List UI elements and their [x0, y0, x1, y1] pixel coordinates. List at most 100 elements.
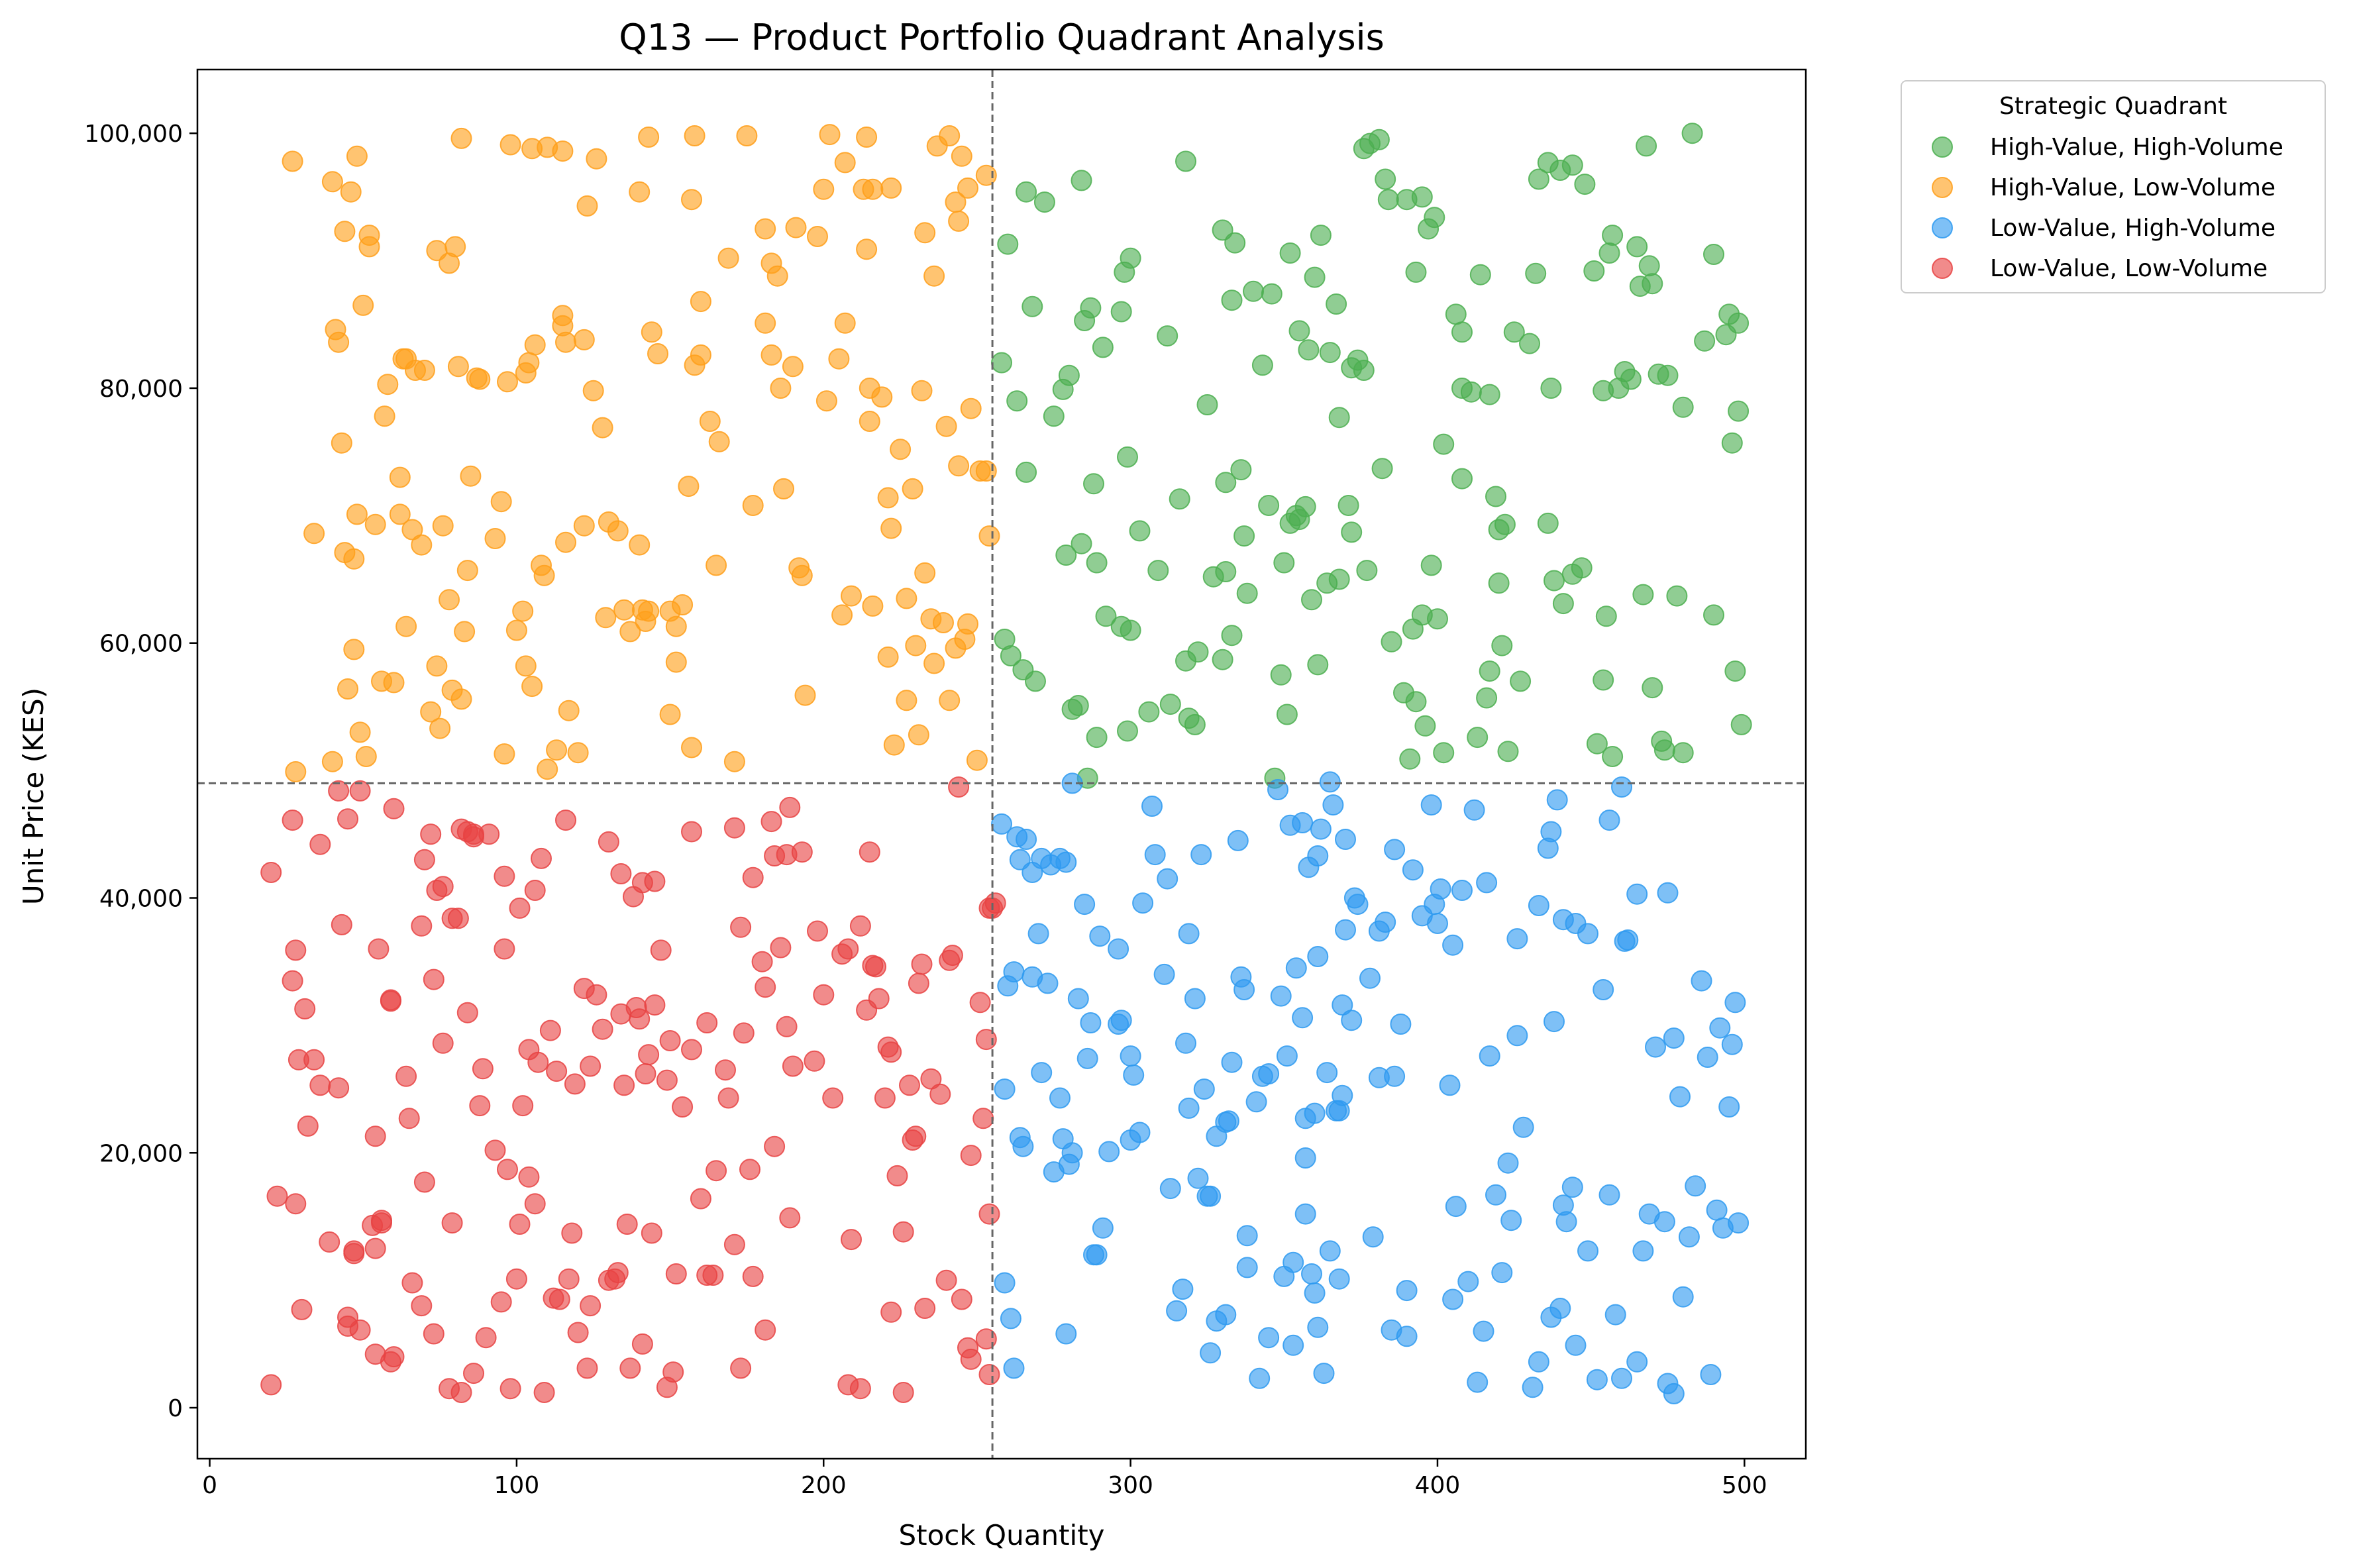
data-point [1092, 1217, 1114, 1239]
data-point [1215, 1304, 1237, 1326]
data-point [1488, 572, 1510, 594]
data-point [742, 495, 764, 516]
data-point [779, 796, 801, 818]
data-point [1445, 1196, 1467, 1218]
data-point [383, 798, 405, 819]
data-point [1332, 994, 1353, 1016]
data-point [1565, 1334, 1587, 1356]
data-point [834, 312, 856, 334]
data-point [533, 564, 555, 586]
data-point [960, 1145, 982, 1167]
data-point [1555, 1211, 1577, 1233]
data-point [1033, 191, 1055, 213]
data-point [586, 984, 607, 1006]
data-point [923, 265, 945, 287]
data-point [807, 226, 828, 247]
data-point [395, 615, 417, 637]
data-point [1310, 225, 1332, 246]
data-point [813, 984, 835, 1006]
data-point [822, 1087, 844, 1109]
data-point [576, 1357, 598, 1379]
data-point [1602, 746, 1624, 767]
data-point [1678, 1226, 1700, 1248]
data-point [1653, 739, 1675, 761]
data-point [914, 562, 936, 584]
data-point [309, 833, 331, 855]
data-point [456, 560, 478, 582]
data-point [1368, 129, 1390, 150]
data-point [1479, 1045, 1500, 1067]
data-point [659, 1030, 681, 1051]
data-point [1184, 713, 1206, 735]
data-point [582, 380, 604, 401]
data-point [512, 1095, 534, 1117]
data-point [1598, 810, 1620, 831]
data-point [509, 1214, 531, 1235]
data-point [1697, 1047, 1718, 1068]
data-point [935, 415, 957, 437]
data-point [644, 870, 666, 892]
data-point [1469, 264, 1491, 286]
data-point [966, 749, 988, 771]
data-point [1129, 520, 1151, 542]
data-point [1497, 1152, 1519, 1174]
data-point [766, 265, 788, 287]
data-point [395, 1065, 417, 1087]
data-point [755, 1319, 776, 1341]
data-point [616, 1214, 638, 1235]
data-point [978, 1364, 1000, 1385]
data-point [573, 515, 595, 537]
data-point [1442, 934, 1464, 956]
data-point [702, 1265, 724, 1286]
y-tick-label: 20,000 [99, 1140, 183, 1167]
data-point [1467, 1371, 1489, 1393]
data-point [880, 1301, 902, 1323]
data-point [1037, 972, 1059, 994]
data-point [672, 594, 694, 615]
data-point [1544, 1011, 1565, 1033]
data-point [539, 1019, 561, 1041]
data-point [1000, 1308, 1021, 1330]
data-point [1012, 1135, 1034, 1157]
data-point [328, 331, 350, 353]
data-point [1193, 1078, 1215, 1100]
data-point [841, 1229, 862, 1251]
data-point [1602, 225, 1624, 246]
data-point [715, 1059, 736, 1081]
data-point [914, 222, 936, 244]
data-point [1571, 557, 1593, 579]
y-tick-label: 100,000 [84, 121, 183, 148]
data-point [1307, 845, 1329, 866]
x-tick-label: 200 [801, 1472, 847, 1499]
y-tick-label: 40,000 [99, 886, 183, 913]
data-point [690, 1188, 711, 1210]
data-point [282, 810, 303, 831]
data-point [862, 178, 884, 200]
data-point [1384, 839, 1406, 861]
data-point [696, 1012, 718, 1033]
data-point [1292, 812, 1314, 833]
data-point [1341, 521, 1363, 543]
data-point [1108, 938, 1129, 960]
data-point [1396, 1280, 1418, 1302]
data-point [613, 599, 635, 621]
data-point [527, 1051, 549, 1073]
data-point [880, 177, 902, 199]
data-point [994, 1272, 1016, 1294]
data-point [1574, 174, 1596, 195]
data-point [321, 171, 343, 193]
data-point [1218, 1110, 1239, 1132]
data-point [681, 821, 702, 843]
data-point [454, 621, 476, 643]
legend-entry-label: Low-Value, Low-Volume [1990, 255, 2268, 282]
data-point [1270, 664, 1292, 686]
data-point [555, 531, 576, 553]
data-point [684, 125, 706, 146]
data-point [1362, 1226, 1384, 1248]
data-point [791, 841, 813, 863]
data-point [374, 405, 395, 427]
data-point [1728, 1212, 1750, 1234]
data-point [558, 700, 580, 721]
data-point [472, 1058, 494, 1080]
data-point [1632, 584, 1654, 605]
